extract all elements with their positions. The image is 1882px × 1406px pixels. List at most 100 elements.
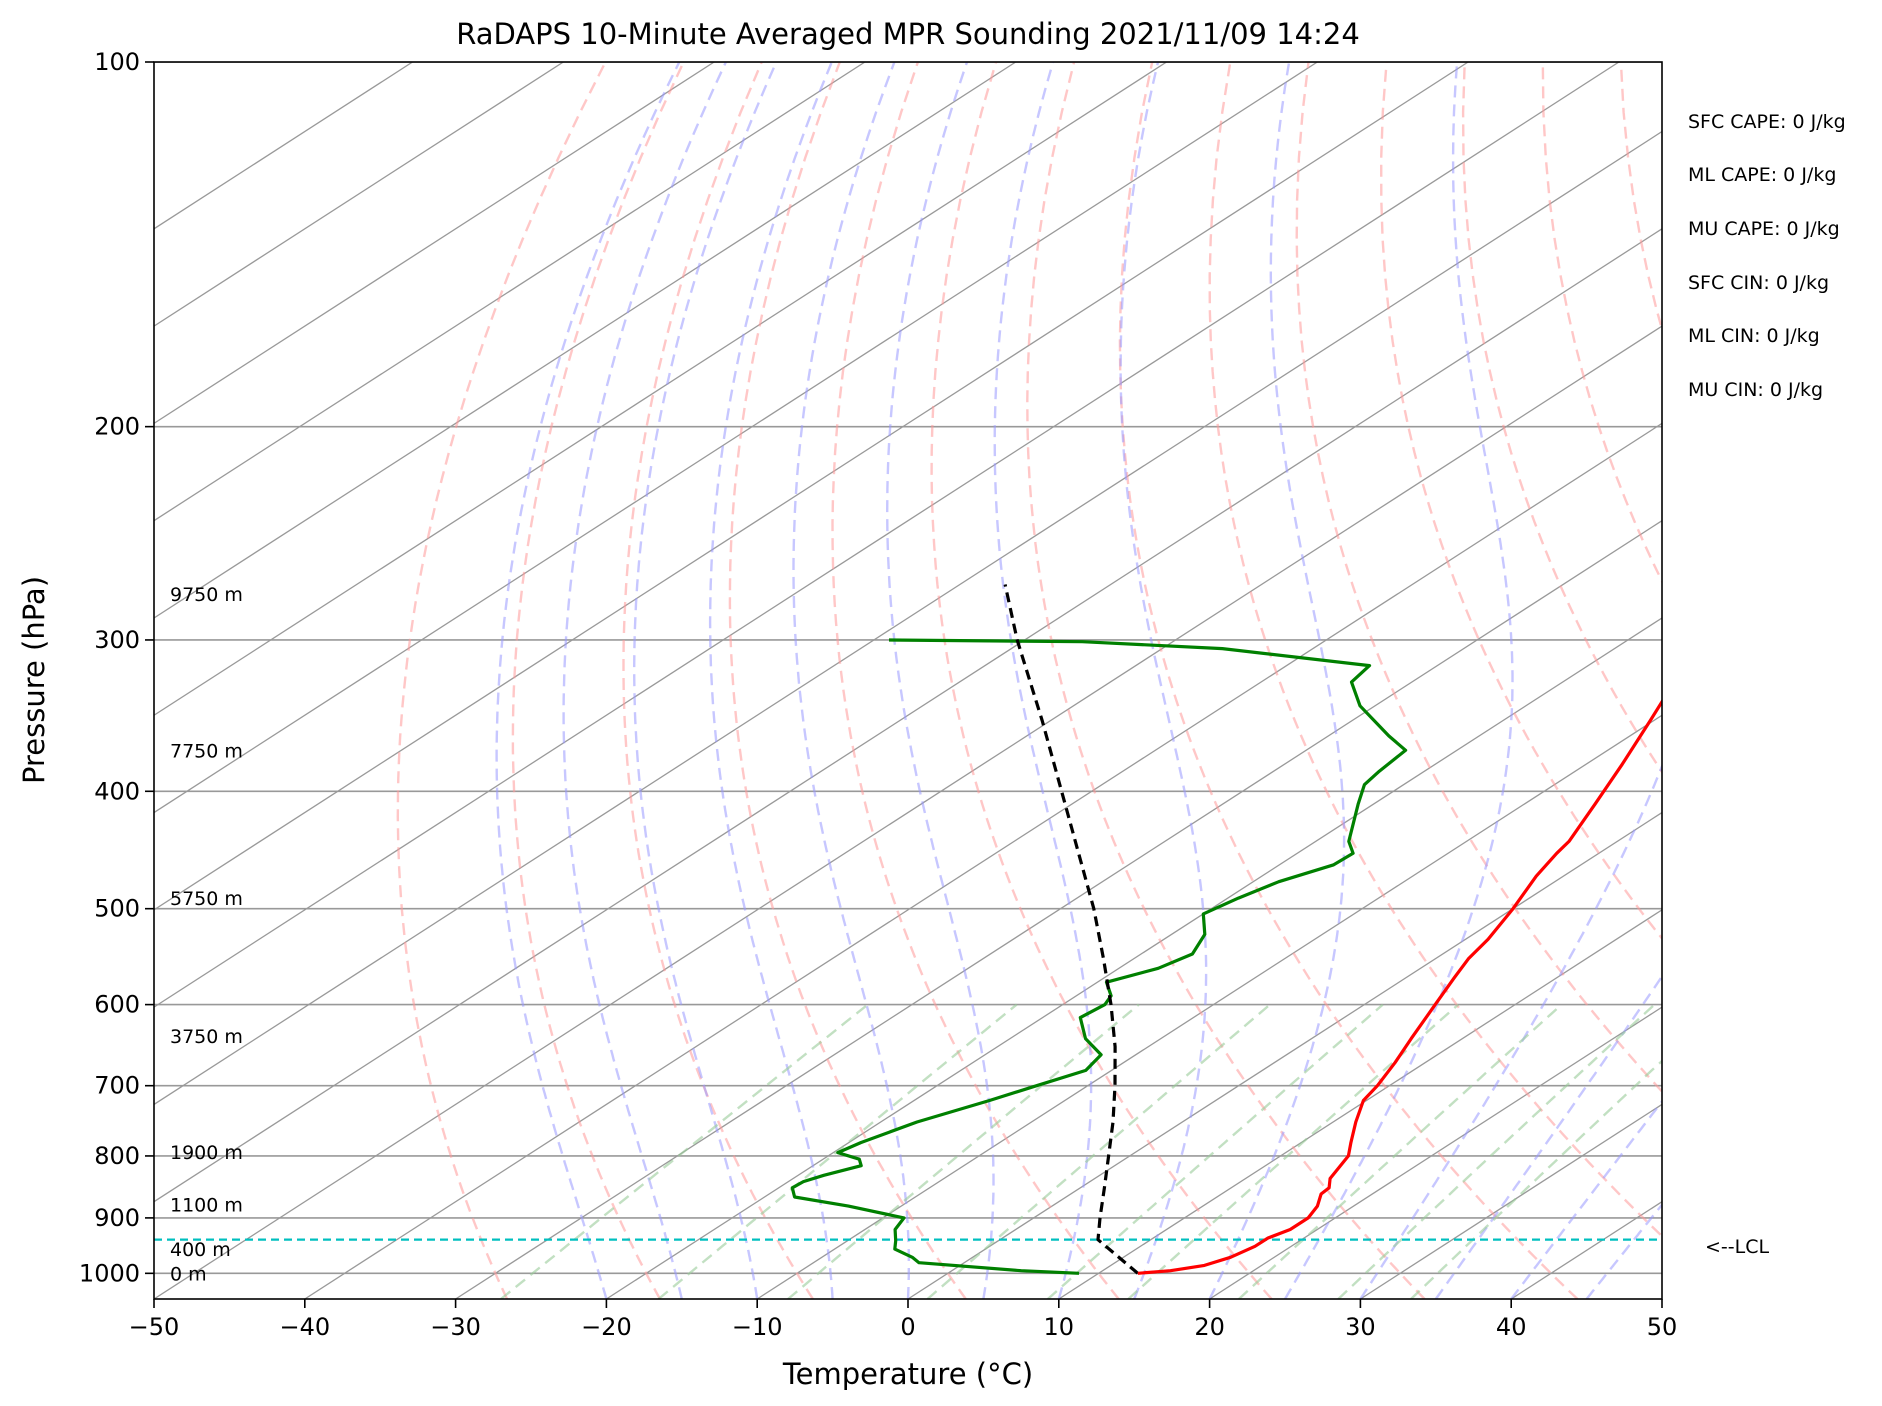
isotherm--80 [154, 62, 1620, 1008]
plot-frame [153, 61, 1663, 1300]
x-tick-label: 10 [1044, 1313, 1075, 1341]
ml-cin-label: ML CIN: 0 J/kg [1688, 325, 1820, 347]
mixing-ratio-line [787, 1003, 1140, 1299]
height-label: 1900 m [170, 1142, 243, 1164]
x-tick-label: −20 [581, 1313, 632, 1341]
dry-adiabat [1777, 62, 1882, 1299]
mixing-ratio-lines [500, 1003, 1662, 1299]
isotherm--130 [154, 62, 866, 522]
sounding-traces [154, 584, 1662, 1275]
isotherm--140 [154, 62, 715, 425]
moist-adiabat [792, 62, 910, 1299]
moist-adiabat [1208, 62, 1346, 1299]
isotherm--40 [304, 422, 1662, 1299]
isotherm--160 [154, 62, 413, 230]
x-tick-label: −40 [279, 1313, 330, 1341]
isotherm-40 [1510, 1200, 1662, 1299]
mixing-ratio-line [1047, 1003, 1384, 1299]
y-tick-label: 1000 [79, 1259, 140, 1287]
moist-adiabat [1119, 62, 1208, 1299]
dry-adiabat [396, 62, 607, 1299]
height-label: 400 m [170, 1239, 231, 1261]
height-label: 1100 m [170, 1194, 243, 1216]
moist-adiabat [1359, 763, 1662, 1299]
y-tick-label: 200 [94, 413, 140, 441]
stability-indices: SFC CAPE: 0 J/kg ML CAPE: 0 J/kg MU CAPE… [1688, 111, 1846, 401]
mixing-ratio-line [1337, 1003, 1656, 1299]
moist-adiabat [993, 62, 1093, 1299]
isotherm-30 [1360, 1103, 1662, 1299]
x-axis-ticks: −50 −40 −30 −20 −10 0 10 20 30 40 50 [129, 1299, 1678, 1341]
x-tick-label: 0 [900, 1313, 915, 1341]
dry-adiabat [1461, 62, 1662, 775]
mixing-ratio-line [500, 1003, 869, 1299]
isotherm--150 [154, 62, 564, 327]
isotherm-20 [1209, 1006, 1662, 1299]
background-lines [154, 62, 1882, 1299]
height-labels: 9750 m 7750 m 5750 m 3750 m 1900 m 1100 m 400 … [170, 584, 243, 1285]
x-tick-label: 40 [1496, 1313, 1527, 1341]
y-tick-label: 700 [94, 1072, 140, 1100]
y-tick-label: 500 [94, 895, 140, 923]
mixing-ratio-line [1410, 1059, 1662, 1299]
sfc-cape-label: SFC CAPE: 0 J/kg [1688, 111, 1846, 133]
x-tick-label: 30 [1345, 1313, 1376, 1341]
y-tick-label: 100 [94, 48, 140, 76]
isotherm-60 [1813, 62, 1882, 1299]
dry-adiabat [1619, 62, 1662, 334]
height-label: 5750 m [170, 888, 243, 910]
isobar-grid [154, 62, 1662, 1275]
isotherm--10 [756, 714, 1662, 1299]
isotherm--100 [154, 62, 1318, 814]
dry-adiabats [396, 62, 1882, 1299]
dry-adiabat [1699, 62, 1882, 1299]
isotherm--120 [154, 62, 1017, 619]
parcel-trace [1003, 584, 1139, 1275]
isotherm-0 [907, 811, 1662, 1299]
dry-adiabat [1208, 62, 1662, 1238]
dry-adiabat [1118, 62, 1579, 1299]
x-tick-label: −30 [430, 1313, 481, 1341]
mixing-ratio-line [1127, 1003, 1459, 1299]
isotherm--20 [606, 617, 1662, 1299]
y-tick-label: 800 [94, 1142, 140, 1170]
y-tick-label: 300 [94, 626, 140, 654]
dry-adiabat [930, 62, 1273, 1299]
mu-cape-label: MU CAPE: 0 J/kg [1688, 218, 1840, 240]
y-tick-label: 400 [94, 777, 140, 805]
dry-adiabat [511, 62, 685, 1299]
moist-adiabat [633, 62, 778, 1299]
dewpoint-trace [790, 638, 1408, 1275]
ml-cape-label: ML CAPE: 0 J/kg [1688, 164, 1836, 186]
isotherm--90 [154, 62, 1469, 911]
isotherm--30 [455, 519, 1662, 1299]
lcl-label: <--LCL [1705, 1236, 1769, 1258]
height-label: 0 m [170, 1263, 207, 1285]
isotherm-50 [1661, 1298, 1662, 1299]
isotherm--60 [154, 228, 1662, 1203]
temperature-trace [1137, 698, 1662, 1275]
dry-adiabat [1855, 62, 1882, 1299]
moist-adiabat [1585, 1202, 1662, 1299]
x-axis-label: Temperature (°C) [782, 1357, 1033, 1391]
dry-adiabat [1379, 62, 1662, 941]
dry-adiabat [831, 62, 1120, 1299]
x-tick-label: 50 [1647, 1313, 1678, 1341]
isotherm--110 [154, 62, 1167, 717]
isotherm-grid [154, 62, 1882, 1299]
mixing-ratio-line [926, 1003, 1271, 1299]
moist-adiabat [708, 62, 834, 1299]
dry-adiabat [1026, 62, 1426, 1299]
y-tick-label: 600 [94, 991, 140, 1019]
height-label: 3750 m [170, 1026, 243, 1048]
x-tick-label: −10 [732, 1313, 783, 1341]
moist-adiabats [495, 62, 1662, 1299]
moist-adiabat [495, 62, 681, 1299]
isotherm-10 [1058, 909, 1662, 1299]
mixing-ratio-line [657, 1003, 1018, 1299]
chart-title: RaDAPS 10-Minute Averaged MPR Sounding 2… [456, 17, 1360, 51]
moist-adiabat [562, 62, 727, 1299]
moist-adiabat [1510, 1099, 1662, 1299]
height-label: 7750 m [170, 740, 243, 762]
